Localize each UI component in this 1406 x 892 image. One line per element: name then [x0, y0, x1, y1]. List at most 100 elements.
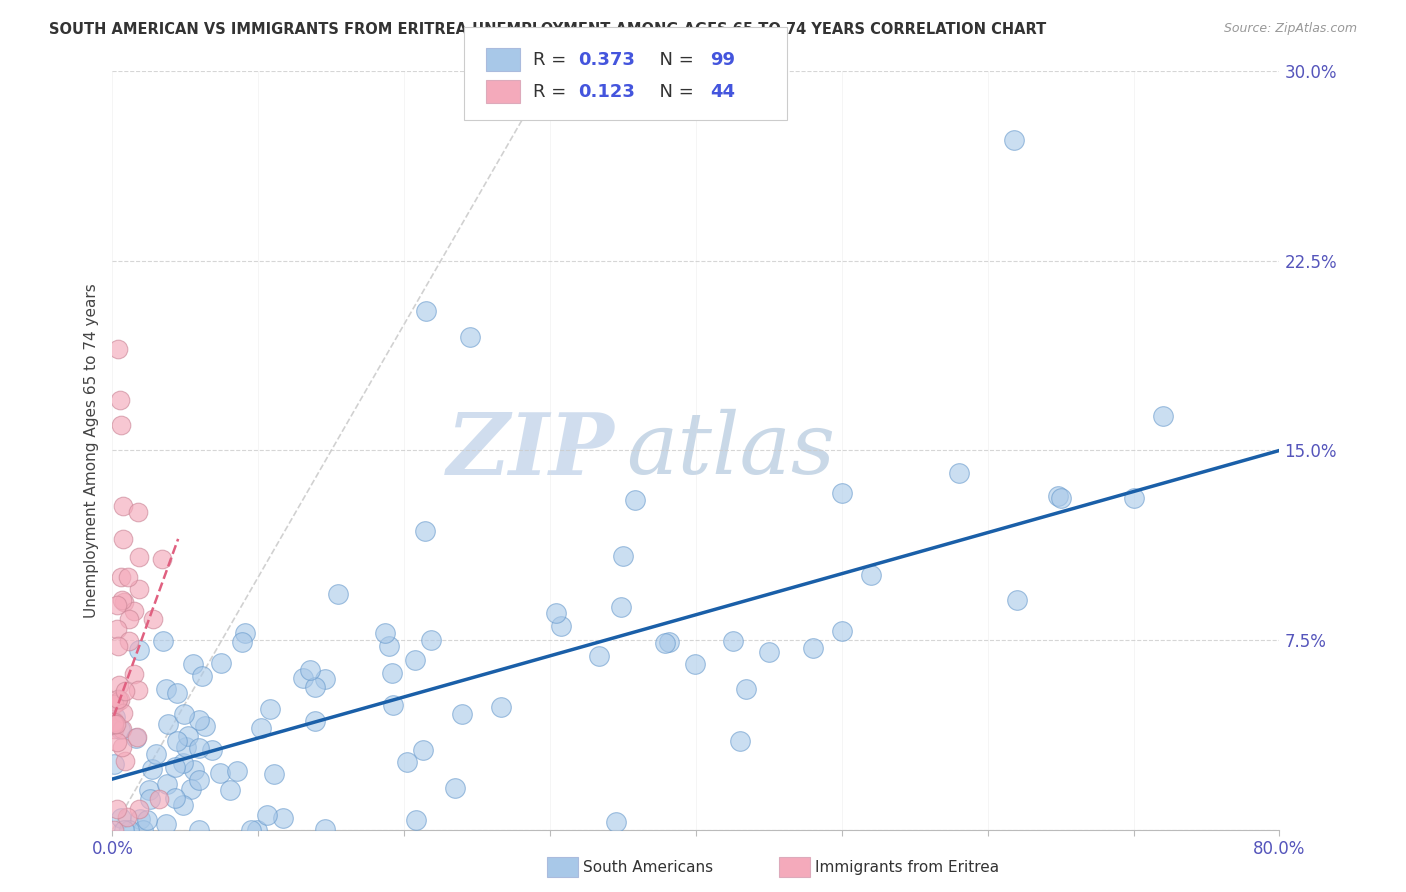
Point — [188, 741, 211, 756]
Point — [610, 599, 633, 614]
Point — [111, 722, 134, 736]
Text: atlas: atlas — [626, 409, 835, 491]
Point — [194, 719, 217, 733]
Point — [136, 813, 159, 827]
Point — [105, 735, 128, 749]
Point — [107, 692, 129, 706]
Point — [183, 763, 205, 777]
Point — [721, 633, 744, 648]
Point — [314, 672, 336, 686]
Point — [115, 810, 138, 824]
Point — [208, 766, 231, 780]
Point — [145, 747, 167, 761]
Point — [226, 764, 249, 779]
Point — [118, 612, 141, 626]
Point — [298, 663, 321, 677]
Point — [1152, 409, 1174, 423]
Point — [1002, 132, 1025, 146]
Point — [588, 648, 610, 663]
Point — [110, 722, 132, 736]
Point — [112, 595, 135, 609]
Point — [103, 714, 125, 729]
Point — [142, 612, 165, 626]
Point — [150, 551, 173, 566]
Point — [728, 733, 751, 747]
Point — [271, 811, 294, 825]
Point — [173, 706, 195, 721]
Point — [128, 802, 150, 816]
Point — [188, 713, 211, 727]
Point — [831, 624, 853, 639]
Point — [544, 606, 567, 620]
Point — [104, 709, 127, 723]
Point — [249, 721, 271, 735]
Text: 0.123: 0.123 — [578, 83, 634, 101]
Point — [132, 822, 155, 837]
Text: South Americans: South Americans — [583, 860, 714, 874]
Text: SOUTH AMERICAN VS IMMIGRANTS FROM ERITREA UNEMPLOYMENT AMONG AGES 65 TO 74 YEARS: SOUTH AMERICAN VS IMMIGRANTS FROM ERITRE… — [49, 22, 1046, 37]
Point — [163, 791, 186, 805]
Point — [128, 549, 150, 564]
Point — [451, 706, 474, 721]
Point — [219, 782, 242, 797]
Point — [1046, 489, 1069, 503]
Point — [112, 822, 135, 837]
Point — [103, 717, 125, 731]
Point — [304, 714, 326, 728]
Text: 99: 99 — [710, 51, 735, 69]
Point — [378, 639, 401, 653]
Text: Source: ZipAtlas.com: Source: ZipAtlas.com — [1223, 22, 1357, 36]
Point — [105, 622, 128, 636]
Point — [157, 717, 180, 731]
Point — [801, 641, 824, 656]
Point — [246, 822, 269, 837]
Point — [201, 742, 224, 756]
Point — [381, 698, 404, 713]
Point — [413, 524, 436, 538]
Legend: R =  0.373  N =  99, R =  0.123  N =  44: R = 0.373 N = 99, R = 0.123 N = 44 — [482, 80, 723, 148]
Point — [110, 739, 132, 754]
Point — [139, 791, 162, 805]
Point — [491, 700, 513, 714]
Text: N =: N = — [648, 83, 700, 101]
Point — [155, 816, 177, 830]
Point — [125, 731, 148, 745]
Y-axis label: Unemployment Among Ages 65 to 74 years: Unemployment Among Ages 65 to 74 years — [83, 283, 98, 618]
Point — [103, 714, 125, 729]
Point — [105, 695, 128, 709]
Point — [259, 702, 281, 716]
Point — [187, 773, 209, 788]
Point — [114, 754, 136, 768]
Point — [125, 731, 148, 745]
Point — [152, 634, 174, 648]
Point — [654, 636, 676, 650]
Point — [166, 733, 188, 747]
Point — [612, 549, 634, 564]
Point — [256, 808, 278, 822]
Point — [148, 792, 170, 806]
Point — [163, 760, 186, 774]
Point — [110, 811, 132, 825]
Point — [118, 633, 141, 648]
Point — [240, 822, 263, 837]
Point — [683, 657, 706, 672]
Point — [105, 599, 128, 613]
Point — [108, 678, 131, 692]
Point — [110, 418, 132, 433]
Point — [444, 781, 467, 796]
Point — [1005, 593, 1028, 607]
Point — [209, 656, 232, 670]
Point — [156, 777, 179, 791]
Point — [104, 717, 127, 731]
Point — [183, 657, 205, 672]
Point — [550, 619, 572, 633]
Text: ZIP: ZIP — [447, 409, 614, 492]
Point — [233, 626, 256, 640]
Point — [166, 686, 188, 700]
Point — [117, 570, 139, 584]
Text: N =: N = — [648, 51, 700, 69]
Point — [624, 493, 647, 508]
Point — [314, 822, 336, 837]
Point — [177, 730, 200, 744]
Point — [172, 798, 194, 813]
